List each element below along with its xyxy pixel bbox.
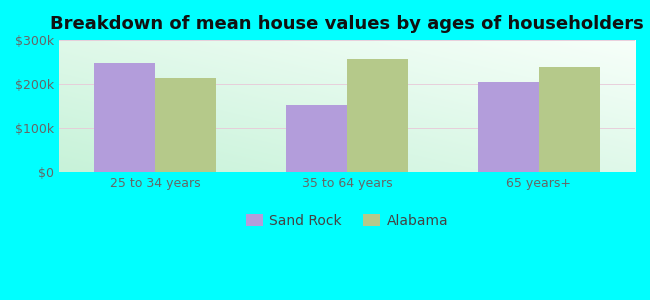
- Legend: Sand Rock, Alabama: Sand Rock, Alabama: [240, 208, 454, 233]
- Bar: [155, 77, 216, 172]
- Bar: [285, 105, 347, 172]
- Bar: [94, 63, 155, 172]
- Bar: [478, 82, 539, 172]
- Title: Breakdown of mean house values by ages of householders: Breakdown of mean house values by ages o…: [50, 15, 644, 33]
- Bar: [347, 58, 408, 172]
- Bar: [539, 68, 601, 172]
